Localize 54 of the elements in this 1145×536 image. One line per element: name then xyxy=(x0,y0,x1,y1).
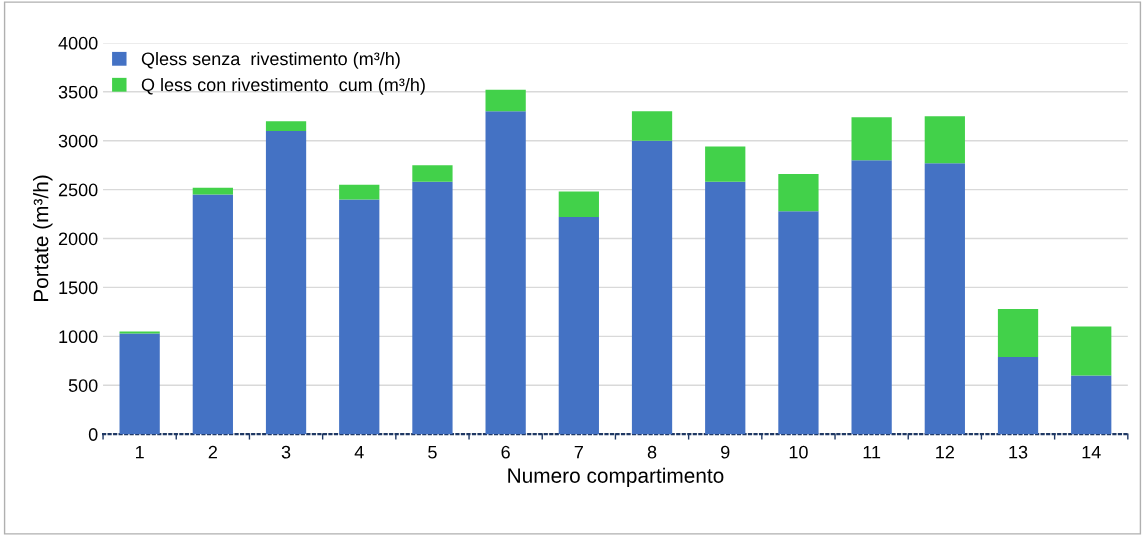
bar xyxy=(485,111,526,435)
x-tick-label: 5 xyxy=(428,445,437,459)
y-tick-label: 1000 xyxy=(59,330,98,344)
x-tick-label: 6 xyxy=(501,445,510,459)
y-tick-label: 1500 xyxy=(59,281,98,295)
bar xyxy=(339,199,380,435)
y-tick-label: 3500 xyxy=(58,85,98,99)
bar xyxy=(851,160,892,435)
x-tick-label: 9 xyxy=(721,445,730,459)
y-tick-label: 0 xyxy=(88,428,98,441)
x-tick-label: 1 xyxy=(136,445,144,459)
bar xyxy=(778,211,819,435)
bar xyxy=(485,89,526,112)
bar xyxy=(778,173,819,212)
x-tick-label: 3 xyxy=(281,445,291,459)
bar xyxy=(705,181,746,435)
bar xyxy=(631,111,673,141)
x-tick-label: 10 xyxy=(789,445,808,459)
x-tick-label: 11 xyxy=(863,445,881,459)
bar xyxy=(119,333,160,435)
y-tick-label: 2500 xyxy=(58,183,98,197)
y-axis-title: Portate (m³/h) xyxy=(33,175,53,302)
bar xyxy=(265,121,307,131)
bar xyxy=(924,116,965,164)
x-tick-label: 14 xyxy=(1082,445,1101,459)
x-tick-label: 2 xyxy=(208,445,217,459)
legend-label: Qless senza rivestimento (m³/h) xyxy=(141,52,400,69)
bar xyxy=(631,140,673,435)
bar xyxy=(192,187,233,195)
x-tick-label: 12 xyxy=(936,445,954,459)
bar xyxy=(1071,375,1112,435)
x-tick-label: 13 xyxy=(1009,445,1028,459)
x-tick-label: 8 xyxy=(647,445,657,459)
y-tick-label: 4000 xyxy=(58,36,98,50)
x-tick-label: 7 xyxy=(574,445,583,459)
bar xyxy=(851,117,892,161)
bar xyxy=(705,146,746,182)
bar xyxy=(1071,326,1112,376)
bar xyxy=(558,191,599,217)
bar xyxy=(412,181,453,435)
bar xyxy=(265,130,307,435)
bar xyxy=(412,165,453,182)
bar xyxy=(997,308,1039,357)
bar xyxy=(558,217,599,435)
bar xyxy=(339,184,380,200)
y-tick-label: 2000 xyxy=(58,232,98,246)
bar xyxy=(997,356,1039,435)
legend-label: Q less con rivestimento cum (m³/h) xyxy=(141,77,425,95)
y-tick-label: 500 xyxy=(68,379,98,392)
x-tick-label: 4 xyxy=(354,445,364,459)
bar xyxy=(192,194,233,435)
bar xyxy=(924,163,965,435)
x-axis-title: Numero compartimento xyxy=(508,467,724,488)
y-tick-label: 3000 xyxy=(58,134,98,148)
